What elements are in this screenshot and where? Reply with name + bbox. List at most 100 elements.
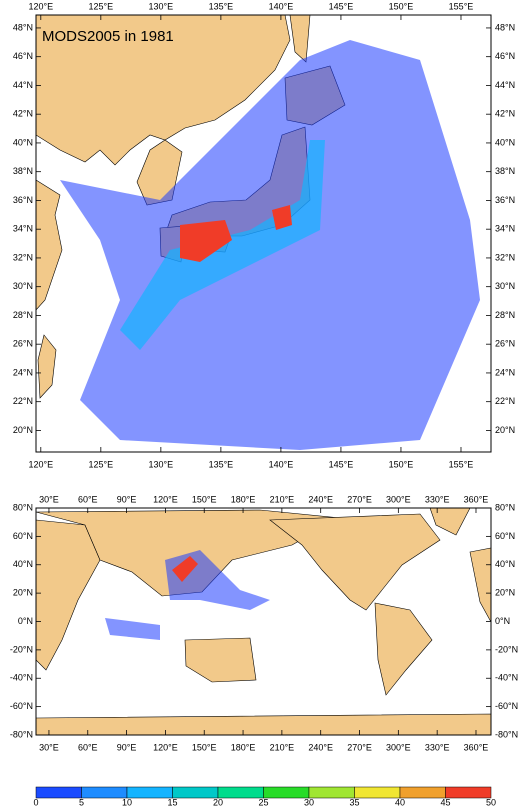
x-tick-label: 210°E — [270, 742, 295, 752]
land — [35, 14, 291, 166]
y-tick-label: 0°N — [18, 616, 33, 626]
y-tick-label: 38°N — [13, 166, 33, 176]
x-tick-label: 180°E — [231, 742, 256, 752]
y-tick-label: 28°N — [13, 310, 33, 320]
y-tick-label: 42°N — [13, 109, 33, 119]
x-tick-label: 120°E — [28, 459, 53, 469]
y-tick-label: 26°N — [495, 339, 515, 349]
x-tick-label: 140°E — [269, 459, 294, 469]
observation-area — [180, 220, 232, 262]
y-tick-label: -60°N — [495, 701, 518, 711]
y-tick-label: 42°N — [495, 109, 515, 119]
y-tick-label: 20°N — [495, 588, 515, 598]
y-tick-label: -20°N — [495, 644, 518, 654]
x-tick-label: 150°E — [389, 459, 414, 469]
x-tick-label: 240°E — [308, 494, 333, 504]
x-tick-label: 125°E — [89, 1, 114, 11]
x-tick-label: 210°E — [270, 494, 295, 504]
x-tick-label: 120°E — [153, 494, 178, 504]
y-tick-label: 44°N — [495, 80, 515, 90]
land — [184, 637, 257, 683]
colorbar-segment — [263, 786, 310, 799]
x-tick-label: 155°E — [449, 459, 474, 469]
x-tick-label: 360°E — [464, 494, 489, 504]
x-tick-label: 300°E — [386, 742, 411, 752]
y-tick-label: 32°N — [13, 252, 33, 262]
y-tick-label: 32°N — [495, 252, 515, 262]
y-tick-label: 60°N — [13, 531, 33, 541]
y-tick-label: 34°N — [13, 224, 33, 234]
x-tick-label: 150°E — [192, 494, 217, 504]
top-map-observations — [60, 40, 480, 450]
observation-area — [172, 556, 198, 582]
observation-area — [272, 205, 292, 230]
y-tick-label: 80°N — [495, 502, 515, 512]
x-tick-label: 130°E — [149, 459, 174, 469]
colorbar-label: 50 — [486, 797, 496, 807]
y-tick-label: 20°N — [495, 425, 515, 435]
x-tick-label: 30°E — [39, 494, 59, 504]
y-tick-label: 28°N — [495, 310, 515, 320]
y-tick-label: 36°N — [495, 195, 515, 205]
x-tick-label: 180°E — [231, 494, 256, 504]
x-tick-label: 300°E — [386, 494, 411, 504]
colorbar-segment — [354, 786, 401, 799]
y-tick-label: 80°N — [13, 502, 33, 512]
colorbar-label: 5 — [79, 797, 84, 807]
y-tick-label: 34°N — [495, 224, 515, 234]
y-tick-label: 48°N — [495, 22, 515, 32]
x-tick-label: 135°E — [209, 459, 234, 469]
y-tick-label: 46°N — [13, 51, 33, 61]
x-tick-label: 125°E — [89, 459, 114, 469]
colorbar-segment — [35, 786, 82, 799]
land — [35, 713, 492, 736]
y-tick-label: -40°N — [10, 673, 33, 683]
colorbar-label: 35 — [349, 797, 359, 807]
colorbar-label: 45 — [440, 797, 450, 807]
x-tick-label: 330°E — [425, 742, 450, 752]
x-tick-label: 30°E — [39, 742, 59, 752]
x-tick-label: 135°E — [209, 1, 234, 11]
y-tick-label: 30°N — [13, 281, 33, 291]
colorbar-segment — [126, 786, 173, 799]
x-tick-label: 330°E — [425, 494, 450, 504]
y-tick-label: 20°N — [13, 425, 33, 435]
y-tick-label: 48°N — [13, 22, 33, 32]
colorbar-label: 0 — [33, 797, 38, 807]
y-tick-label: 40°N — [495, 559, 515, 569]
x-tick-label: 90°E — [117, 494, 137, 504]
land — [37, 334, 57, 399]
y-tick-label: 40°N — [495, 137, 515, 147]
y-tick-label: 44°N — [13, 80, 33, 90]
x-tick-label: 150°E — [389, 1, 414, 11]
y-tick-label: 38°N — [495, 166, 515, 176]
x-tick-label: 240°E — [308, 742, 333, 752]
x-tick-label: 145°E — [329, 459, 354, 469]
y-tick-label: -20°N — [10, 644, 33, 654]
map-title: MODS2005 in 1981 — [42, 28, 174, 45]
y-tick-label: 22°N — [495, 396, 515, 406]
y-tick-label: 24°N — [13, 367, 33, 377]
colorbar-segment — [172, 786, 219, 799]
bottom-map-observations — [105, 550, 270, 640]
y-tick-label: 0°N — [495, 616, 510, 626]
x-tick-label: 90°E — [117, 742, 137, 752]
y-tick-label: 24°N — [495, 367, 515, 377]
y-tick-label: 26°N — [13, 339, 33, 349]
colorbar-segment — [399, 786, 446, 799]
x-tick-label: 120°E — [28, 1, 53, 11]
colorbar-label: 15 — [167, 797, 177, 807]
x-tick-label: 155°E — [449, 1, 474, 11]
x-tick-label: 270°E — [347, 742, 372, 752]
colorbar-label: 20 — [213, 797, 223, 807]
y-tick-label: 46°N — [495, 51, 515, 61]
x-tick-label: 360°E — [464, 742, 489, 752]
x-tick-label: 60°E — [78, 494, 98, 504]
bottom-map-land — [35, 507, 492, 736]
x-tick-label: 270°E — [347, 494, 372, 504]
observation-area — [105, 618, 160, 640]
colorbar-segment — [81, 786, 128, 799]
colorbar: 0 5 10 15 20 25 30 35 40 45 50 — [33, 786, 496, 807]
y-tick-label: -80°N — [10, 729, 33, 739]
x-tick-label: 130°E — [149, 1, 174, 11]
